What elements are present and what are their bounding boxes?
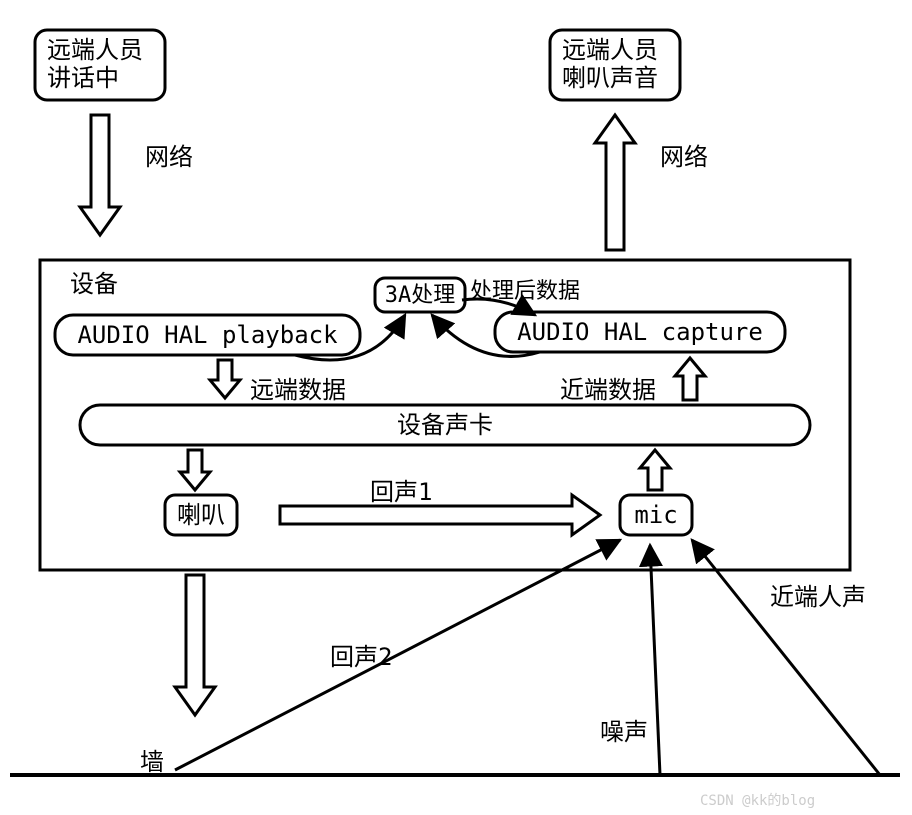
- arrow-card-to-speaker: [180, 450, 210, 490]
- arrow-echo1: [280, 495, 600, 535]
- arrow-card-to-hal: [675, 358, 705, 400]
- label-processed_data: 处理后数据: [470, 279, 580, 304]
- arrow-network-down: [80, 115, 120, 235]
- remote-talking-line1: 远端人员: [47, 36, 143, 64]
- label-network1: 网络: [145, 143, 193, 171]
- arrow-hal-to-card: [210, 360, 240, 398]
- remote-speaker-line1: 远端人员: [562, 36, 658, 64]
- label-remote_data: 远端数据: [250, 376, 346, 404]
- proc-3a-label: 3A处理: [385, 283, 456, 308]
- label-echo2: 回声2: [330, 643, 392, 671]
- label-near_voice: 近端人声: [770, 583, 866, 611]
- label-wall: 墙: [140, 748, 164, 776]
- arrow-echo2: [175, 540, 620, 770]
- label-echo1: 回声1: [370, 478, 432, 506]
- arrow-near-voice: [692, 540, 880, 775]
- label-near_data: 近端数据: [560, 376, 656, 404]
- arrow-mic-to-card: [640, 450, 670, 490]
- speaker-label: 喇叭: [177, 501, 225, 529]
- arrow-noise: [650, 545, 660, 775]
- arrow-speaker-to-wall: [175, 575, 215, 715]
- hal-playback-label: AUDIO HAL playback: [77, 321, 338, 349]
- label-network2: 网络: [660, 143, 708, 171]
- sound-card-label: 设备声卡: [397, 411, 493, 439]
- mic-label: mic: [634, 501, 677, 529]
- label-noise: 噪声: [600, 718, 648, 746]
- remote-talking-line2: 讲话中: [47, 64, 119, 92]
- hal-capture-label: AUDIO HAL capture: [517, 318, 763, 346]
- device-label: 设备: [70, 270, 118, 298]
- label-watermark: CSDN @kk的blog: [700, 793, 815, 809]
- remote-speaker-line2: 喇叭声音: [562, 64, 658, 92]
- arrow-network-up: [595, 115, 635, 250]
